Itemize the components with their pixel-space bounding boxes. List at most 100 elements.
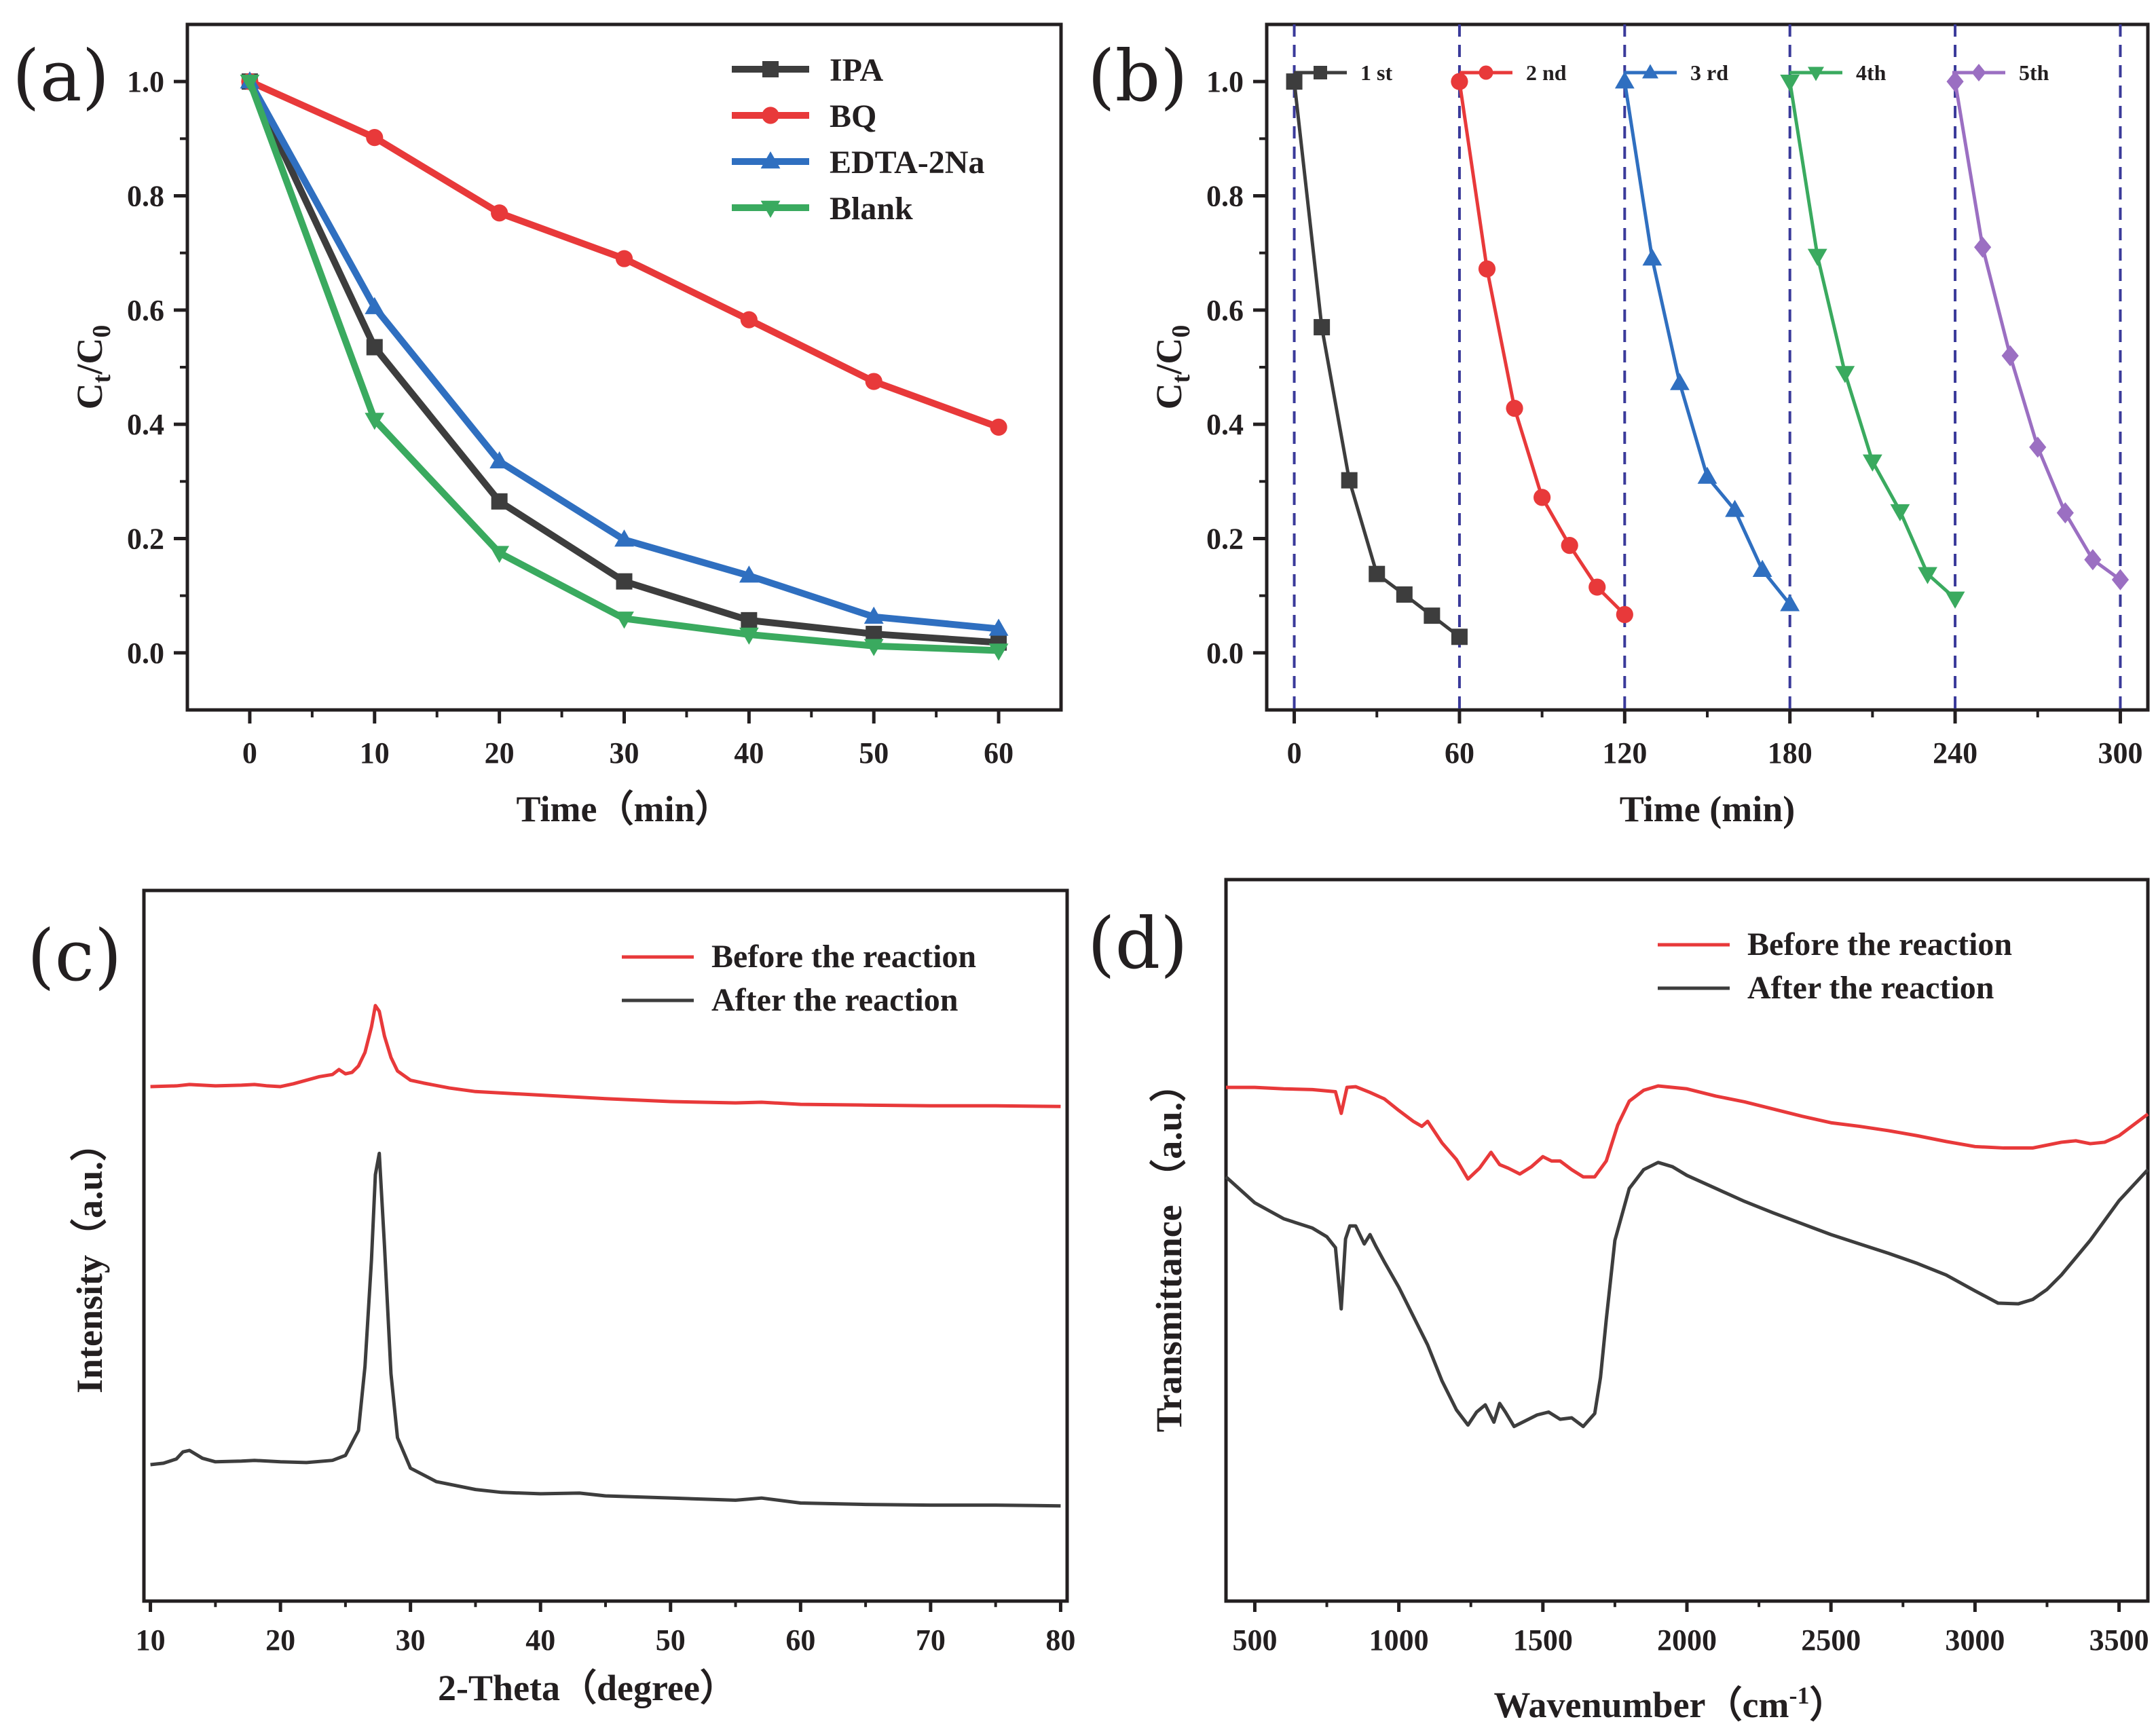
data-point-edta-2na bbox=[489, 451, 510, 469]
data-point-ipa bbox=[366, 339, 383, 356]
legend-label: 5th bbox=[2019, 60, 2049, 85]
x-tick-label: 70 bbox=[916, 1623, 946, 1657]
legend-marker bbox=[1479, 65, 1493, 80]
data-point-bq bbox=[865, 373, 882, 390]
legend-marker bbox=[762, 107, 779, 124]
data-point-blank bbox=[365, 413, 385, 430]
data-point-run bbox=[1835, 366, 1855, 383]
data-point-ipa bbox=[741, 612, 758, 628]
panel-c-letter: (c) bbox=[27, 914, 122, 997]
y-tick-label: 0.2 bbox=[127, 523, 164, 556]
y-tick-label: 0.8 bbox=[127, 180, 164, 213]
panel-b-y-title-sub1: t bbox=[1167, 374, 1195, 383]
data-point-run bbox=[1614, 71, 1635, 89]
panel-a-y-title-slash: /C bbox=[69, 338, 110, 375]
x-tick-label: 2500 bbox=[1801, 1623, 1861, 1657]
panel-d-y-axis-title: Transmittance （a.u.） bbox=[1149, 1066, 1189, 1432]
legend-marker bbox=[1808, 67, 1824, 81]
panel-b-y-title-slash: /C bbox=[1149, 338, 1189, 375]
panel-a-y-axis-title: Ct/C0 bbox=[69, 325, 116, 410]
data-point-run bbox=[1780, 74, 1800, 92]
data-point-run bbox=[1561, 537, 1578, 555]
panel-b-x-axis-title: Time (min) bbox=[1620, 789, 1795, 829]
x-tick-label: 30 bbox=[396, 1623, 426, 1657]
data-point-run bbox=[1670, 373, 1690, 390]
panel-d-legend: Before the reaction After the reaction bbox=[1658, 926, 2012, 1006]
x-tick-label: 1500 bbox=[1513, 1623, 1573, 1657]
data-point-blank bbox=[863, 639, 884, 656]
x-tick-label: 60 bbox=[785, 1623, 815, 1657]
legend-label: After the reaction bbox=[1747, 970, 1994, 1006]
panel-b-recycling-runs: (b) 0 60 120 180 240 300 0.0 0.2 0.4 0.6 0.8 1.0 1 … bbox=[1088, 22, 2150, 829]
series-line-run bbox=[1953, 81, 2121, 582]
legend-label: 1 st bbox=[1360, 60, 1392, 85]
data-point-run bbox=[1396, 586, 1413, 603]
data-point-run bbox=[1478, 260, 1496, 278]
x-tick-label: 0 bbox=[242, 736, 257, 770]
legend-label: EDTA-2Na bbox=[830, 145, 984, 181]
panel-d-x-title-sup: -1 bbox=[1789, 1682, 1809, 1709]
legend-marker bbox=[762, 61, 779, 77]
data-point-run bbox=[1506, 400, 1523, 417]
x-tick-label: 10 bbox=[136, 1623, 166, 1657]
x-tick-label: 60 bbox=[984, 736, 1014, 770]
x-tick-label: 40 bbox=[525, 1623, 555, 1657]
x-tick-label: 240 bbox=[1933, 736, 1977, 770]
data-point-blank bbox=[988, 643, 1009, 661]
panel-c-legend: Before the reaction After the reaction bbox=[622, 939, 976, 1018]
data-point-run bbox=[1945, 591, 1965, 609]
data-point-run bbox=[2111, 569, 2130, 590]
panel-b-letter: (b) bbox=[1088, 35, 1188, 117]
y-tick-label: 0.4 bbox=[1206, 408, 1244, 441]
data-point-ipa bbox=[491, 493, 508, 510]
panel-a-y-title-main: C bbox=[69, 383, 110, 409]
y-tick-label: 1.0 bbox=[127, 65, 164, 98]
panel-b-series bbox=[1286, 71, 2130, 645]
y-tick-label: 0.6 bbox=[127, 294, 164, 327]
legend-label: After the reaction bbox=[711, 982, 958, 1018]
panel-c-ticks: 10 20 30 40 50 60 70 80 bbox=[136, 1601, 1075, 1657]
x-tick-label: 3000 bbox=[1945, 1623, 2005, 1657]
data-point-run bbox=[2001, 345, 2019, 367]
panel-a-plot-frame bbox=[185, 22, 1063, 712]
legend-marker bbox=[1971, 64, 1986, 81]
panel-b-plot-frame bbox=[1265, 22, 2150, 712]
y-tick-label: 0.4 bbox=[127, 408, 164, 441]
y-tick-label: 0.0 bbox=[1206, 637, 1244, 670]
data-point-bq bbox=[366, 129, 384, 147]
data-point-run bbox=[1341, 472, 1358, 489]
series-line-run bbox=[1622, 81, 1791, 605]
panel-b-ticks: 0 60 120 180 240 300 0.0 0.2 0.4 0.6 0.8 1.0 bbox=[1206, 65, 2142, 770]
x-tick-label: 40 bbox=[734, 736, 764, 770]
data-point-bq bbox=[615, 250, 633, 267]
panel-d-ftir: (d) 500 1000 1500 2000 2500 3000 3500 Before t… bbox=[1088, 878, 2150, 1725]
x-tick-label: 0 bbox=[1287, 736, 1302, 770]
x-tick-label: 120 bbox=[1602, 736, 1647, 770]
x-tick-label: 500 bbox=[1232, 1623, 1277, 1657]
legend-marker bbox=[760, 151, 781, 169]
x-tick-label: 20 bbox=[485, 736, 515, 770]
panel-a-letter: (a) bbox=[12, 35, 109, 117]
legend-label: Before the reaction bbox=[1747, 926, 2012, 962]
data-point-run bbox=[1918, 567, 1937, 584]
panel-d-x-title-end: ） bbox=[1809, 1685, 1846, 1725]
x-tick-label: 180 bbox=[1768, 736, 1813, 770]
data-point-run bbox=[1534, 489, 1551, 506]
x-tick-label: 1000 bbox=[1369, 1623, 1429, 1657]
x-tick-label: 50 bbox=[859, 736, 889, 770]
panel-c-x-axis-title: 2-Theta（degree） bbox=[438, 1668, 737, 1708]
y-tick-label: 0.8 bbox=[1206, 180, 1244, 213]
legend-label: Blank bbox=[830, 191, 913, 227]
x-tick-label: 20 bbox=[265, 1623, 295, 1657]
data-point-blank bbox=[240, 74, 260, 92]
data-point-bq bbox=[990, 418, 1007, 436]
legend-marker bbox=[1642, 64, 1658, 79]
data-point-edta-2na bbox=[365, 297, 385, 314]
data-point-run bbox=[1369, 565, 1386, 582]
legend-label: Before the reaction bbox=[711, 939, 976, 975]
x-tick-label: 60 bbox=[1445, 736, 1474, 770]
legend-label: 3 rd bbox=[1690, 60, 1728, 85]
data-point-edta-2na bbox=[739, 565, 759, 583]
data-point-run bbox=[1314, 319, 1331, 336]
panel-d-x-title-main: Wavenumber（cm bbox=[1494, 1685, 1789, 1725]
